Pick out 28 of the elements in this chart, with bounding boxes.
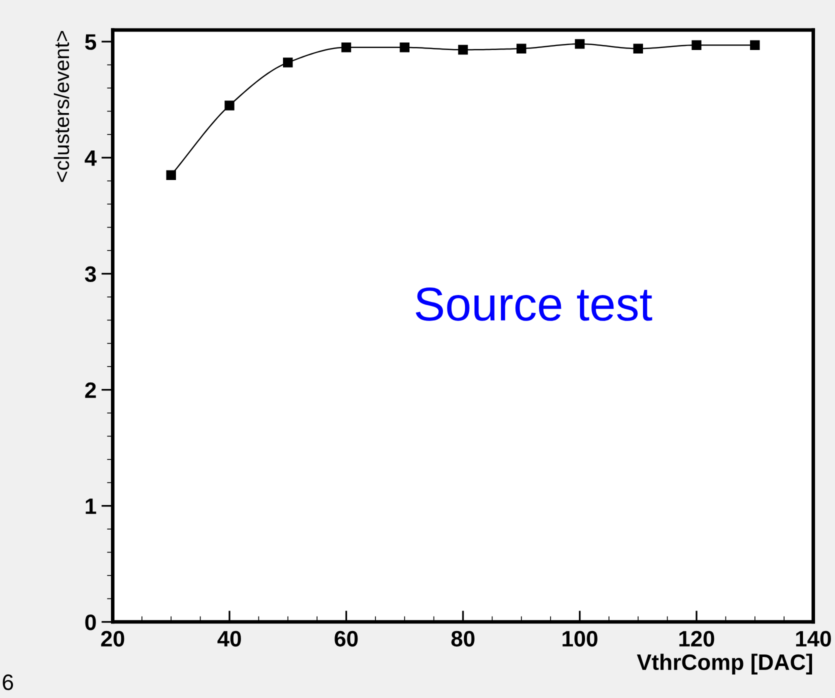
annotation: Source test	[416, 287, 652, 321]
y-axis-title: <clusters/event>	[54, 31, 70, 182]
point	[692, 40, 702, 50]
point	[516, 44, 526, 54]
y-tick-label: 5	[85, 34, 96, 50]
x-tick-label: 60	[334, 630, 358, 647]
point	[574, 39, 585, 49]
y-tick-label: 3	[84, 266, 96, 282]
point	[224, 100, 234, 110]
point	[750, 40, 760, 50]
x-tick-label: 80	[451, 630, 474, 647]
text: 6	[2, 674, 14, 690]
point	[458, 44, 468, 55]
y-tick-label: 1	[86, 498, 96, 514]
point	[341, 42, 352, 52]
x-tick-label: 120	[679, 630, 714, 647]
x-tick-label: 100	[562, 630, 598, 647]
point	[633, 44, 644, 54]
x-tick-label: 20	[101, 630, 124, 647]
y-tick-label: 2	[85, 382, 96, 398]
point	[283, 58, 293, 68]
x-axis-title: VthrComp [DAC]	[636, 654, 812, 674]
x-tick-label: 140	[796, 630, 831, 647]
x-tick-label: 40	[217, 630, 241, 647]
point	[166, 170, 176, 180]
y-tick-label: 0	[85, 614, 96, 630]
y-tick-label: 4	[84, 150, 97, 166]
point	[400, 42, 410, 52]
